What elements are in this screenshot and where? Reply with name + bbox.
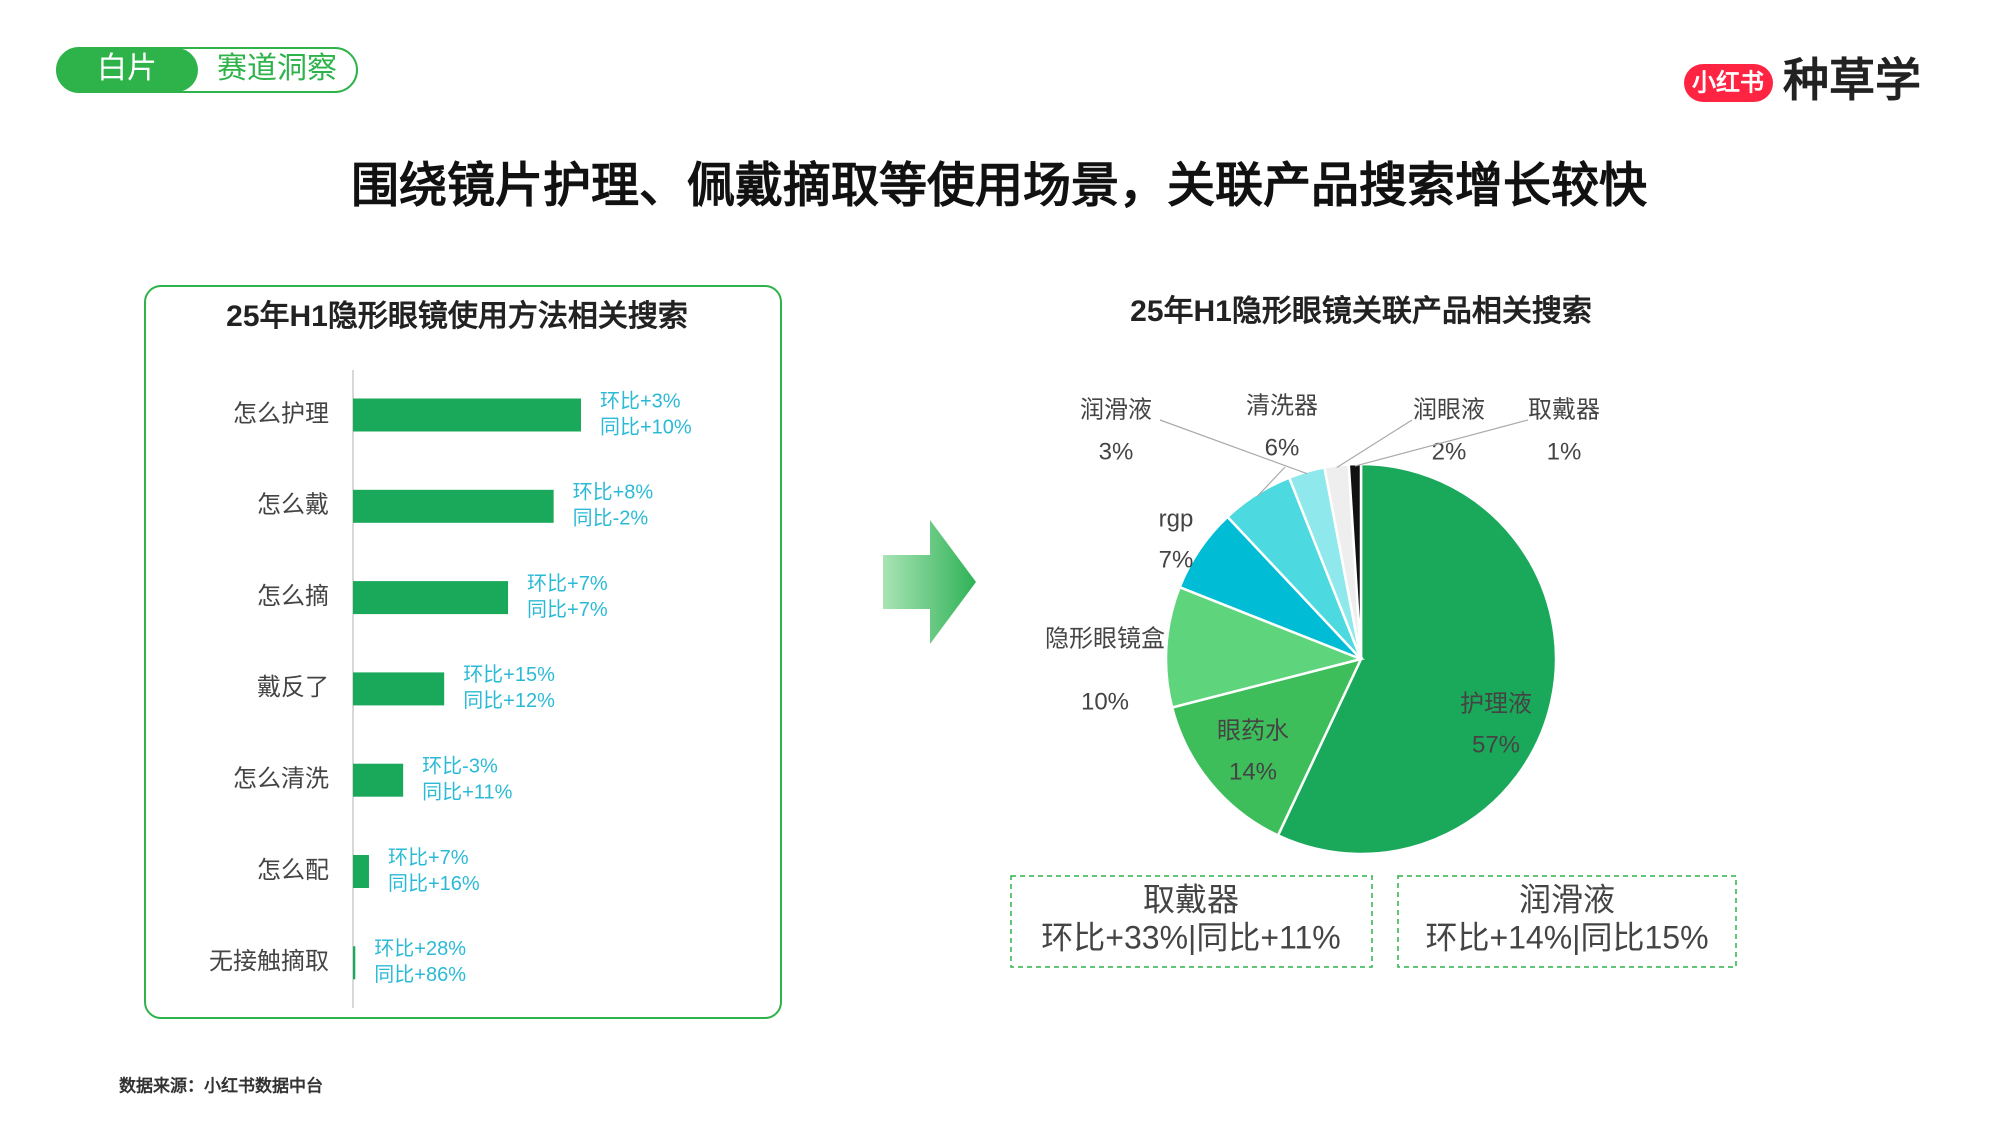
data-label: 环比+15%	[463, 663, 555, 686]
callout-box	[1010, 875, 1373, 968]
bar	[353, 946, 356, 980]
bar	[353, 489, 554, 523]
slice-label: 护理液	[1460, 690, 1532, 717]
data-label: 环比+28%	[374, 937, 466, 960]
callout-title: 取戴器	[1143, 881, 1239, 917]
arrow	[883, 520, 976, 644]
tag: 赛道洞察	[217, 52, 337, 85]
source: 数据来源：小红书数据中台	[119, 1075, 323, 1095]
data-label: 环比+7%	[388, 846, 469, 869]
bar	[353, 763, 404, 797]
data-label: 同比+86%	[374, 963, 466, 986]
slice-label: 润眼液	[1413, 396, 1485, 423]
bar	[353, 672, 445, 706]
slice-value: 57%	[1472, 731, 1520, 758]
chart-title: 25年H1隐形眼镜使用方法相关搜索	[226, 299, 688, 333]
slice-value: 1%	[1547, 438, 1582, 465]
slice-label: rgp	[1159, 505, 1194, 532]
brand-badge-bg	[1684, 64, 1773, 102]
y-tick-label: 怎么摘	[257, 583, 329, 610]
y-tick-label: 戴反了	[257, 674, 329, 701]
panel	[144, 285, 782, 1019]
y-tick-label: 怎么戴	[257, 492, 329, 519]
data-label: 同比-2%	[573, 507, 649, 530]
data-label: 同比+11%	[422, 780, 512, 803]
pie-slice	[1276, 462, 1558, 856]
slice-label: 取戴器	[1528, 396, 1600, 423]
slide-title: 围绕镜片护理、佩戴摘取等使用场景，关联产品搜索增长较快	[351, 160, 1648, 213]
slice-label: 眼药水	[1217, 717, 1289, 744]
tag-active: 白片	[97, 52, 157, 85]
leader-line	[1257, 466, 1286, 497]
brand-badge: 小红书	[1692, 68, 1764, 96]
data-label: 同比+16%	[388, 872, 480, 895]
y-tick-label: 怎么清洗	[233, 766, 329, 793]
bar	[353, 855, 369, 888]
data-label: 同比+10%	[600, 415, 692, 438]
data-label: 同比+7%	[527, 598, 608, 621]
slice-label: 润滑液	[1080, 396, 1152, 423]
bar	[353, 581, 509, 615]
tag-pill-active	[57, 48, 198, 92]
slice-value: 14%	[1229, 758, 1277, 785]
callout-title: 润滑液	[1519, 881, 1615, 917]
slice-value: 3%	[1099, 438, 1134, 465]
callout-text: 环比+33%|同比+11%	[1041, 919, 1340, 955]
callout-text: 环比+14%|同比15%	[1425, 919, 1708, 955]
slice-value: 10%	[1081, 688, 1129, 715]
pie-slice	[1170, 657, 1364, 838]
slice-value: 6%	[1265, 434, 1300, 461]
data-label: 环比+3%	[600, 389, 681, 412]
slice-label: 清洗器	[1246, 392, 1318, 419]
slice-label: 隐形眼镜盒	[1045, 625, 1165, 652]
data-label: 环比+7%	[527, 572, 608, 595]
data-label: 同比+12%	[463, 689, 555, 712]
y-tick-label: 无接触摘取	[209, 948, 329, 975]
brand: 种草学	[1783, 54, 1921, 106]
y-tick-label: 怎么护理	[233, 400, 329, 427]
y-tick-label: 怎么配	[257, 857, 329, 884]
leader-line	[1159, 419, 1308, 475]
callout-box	[1397, 875, 1737, 968]
pie-slice	[1164, 585, 1366, 710]
data-label: 环比+8%	[573, 481, 654, 504]
slice-value: 7%	[1159, 546, 1194, 573]
leader-line	[1354, 419, 1529, 467]
chart-title: 25年H1隐形眼镜关联产品相关搜索	[1130, 294, 1592, 328]
data-label: 环比-3%	[422, 754, 498, 777]
bar	[353, 398, 581, 432]
leader-line	[1336, 419, 1413, 469]
slice-value: 2%	[1432, 438, 1467, 465]
